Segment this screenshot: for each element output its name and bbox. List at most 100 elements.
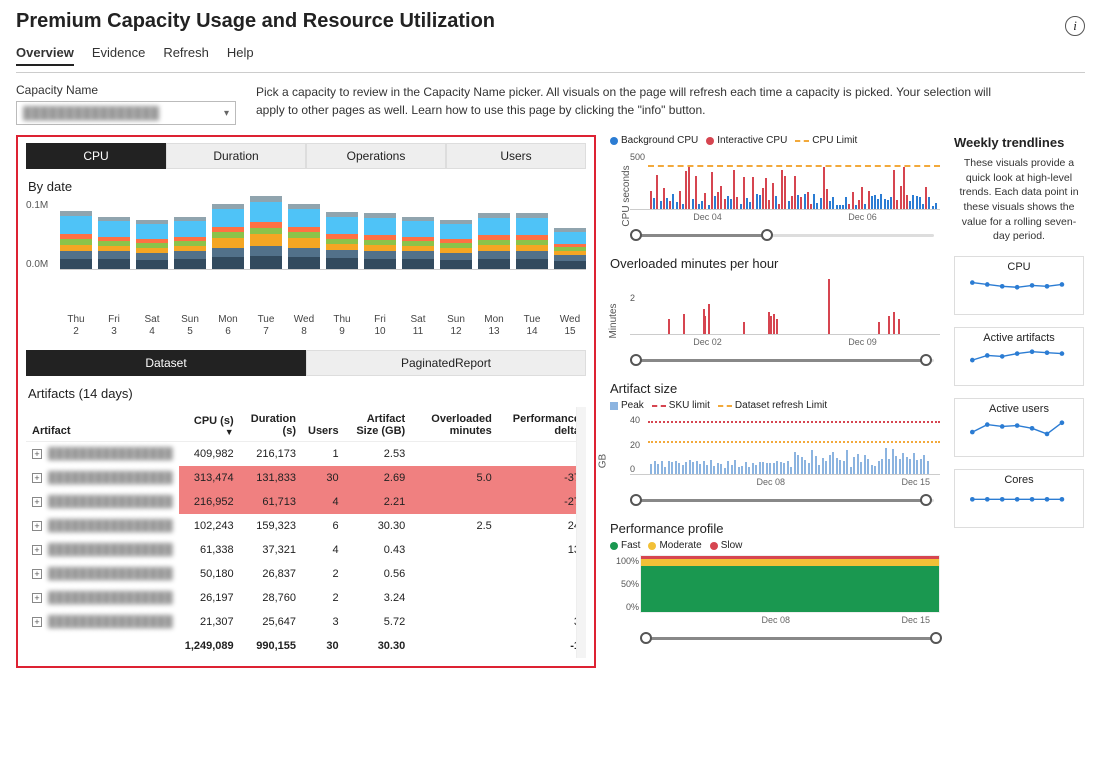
bar xyxy=(250,196,282,269)
table-row[interactable]: +████████████████216,95261,71342.21-27 xyxy=(26,490,586,514)
table-row[interactable]: +████████████████61,33837,32140.4313 xyxy=(26,538,586,562)
tab-help[interactable]: Help xyxy=(227,41,254,66)
cpu-range-slider[interactable] xyxy=(630,228,940,242)
artifact-size-title: Artifact size xyxy=(610,381,940,396)
expand-icon[interactable]: + xyxy=(32,617,42,627)
info-icon[interactable]: i xyxy=(1065,16,1085,36)
col-header[interactable]: Artifact xyxy=(26,409,179,442)
expand-icon[interactable]: + xyxy=(32,497,42,507)
table-row[interactable]: +████████████████313,474131,833302.695.0… xyxy=(26,466,586,490)
metric-tab-operations[interactable]: Operations xyxy=(306,143,446,169)
legend-item: Fast xyxy=(610,540,640,551)
artifact-size-range-slider[interactable] xyxy=(630,493,940,507)
tab-evidence[interactable]: Evidence xyxy=(92,41,145,66)
x-tick: Fri10 xyxy=(364,314,396,338)
bar xyxy=(364,213,396,269)
expand-icon[interactable]: + xyxy=(32,473,42,483)
expand-icon[interactable]: + xyxy=(32,521,42,531)
expand-icon[interactable]: + xyxy=(32,569,42,579)
col-header[interactable]: Overloaded minutes xyxy=(411,409,498,442)
x-tick: Sat11 xyxy=(402,314,434,338)
nav-tabs: Overview Evidence Refresh Help xyxy=(16,41,1085,66)
metric-tab-cpu[interactable]: CPU xyxy=(26,143,166,169)
col-header[interactable]: CPU (s)▼ xyxy=(179,409,240,442)
trendlines-title: Weekly trendlines xyxy=(954,135,1084,150)
bar xyxy=(516,213,548,269)
legend-item: Slow xyxy=(710,540,743,551)
artifact-name: ████████████████ xyxy=(48,520,173,532)
tab-overview[interactable]: Overview xyxy=(16,41,74,66)
legend-item: Dataset refresh Limit xyxy=(718,400,827,411)
slider-thumb[interactable] xyxy=(761,229,773,241)
performance-range-slider[interactable] xyxy=(640,631,940,645)
x-tick: Tue14 xyxy=(516,314,548,338)
bar xyxy=(554,228,586,269)
x-tick: Dec 04 xyxy=(693,212,722,222)
performance-card: Performance profile FastModerateSlow 100… xyxy=(610,521,940,645)
col-header[interactable]: Users xyxy=(302,409,345,442)
trend-card[interactable]: Active artifacts xyxy=(954,327,1084,386)
slider-thumb[interactable] xyxy=(920,354,932,366)
col-header[interactable]: Artifact Size (GB) xyxy=(345,409,412,442)
x-tick: Thu9 xyxy=(326,314,358,338)
bar xyxy=(288,204,320,269)
x-tick: Dec 09 xyxy=(848,337,877,347)
table-total-row: 1,249,089990,1553030.30-1 xyxy=(26,634,586,658)
legend-item: SKU limit xyxy=(652,400,710,411)
performance-title: Performance profile xyxy=(610,521,940,536)
trend-card[interactable]: Active users xyxy=(954,398,1084,457)
scrollbar[interactable] xyxy=(576,407,586,658)
expand-icon[interactable]: + xyxy=(32,593,42,603)
dataset-tab-dataset[interactable]: Dataset xyxy=(26,350,306,376)
metric-tab-users[interactable]: Users xyxy=(446,143,586,169)
y-tick: 40 xyxy=(630,415,640,425)
x-tick: Sun12 xyxy=(440,314,472,338)
overloaded-y-label: Minutes xyxy=(608,303,619,338)
y-tick: 0.1M xyxy=(26,200,48,211)
x-tick: Dec 15 xyxy=(901,477,930,487)
y-tick: 0% xyxy=(611,602,639,612)
col-header[interactable]: Duration (s) xyxy=(240,409,302,442)
metric-tab-duration[interactable]: Duration xyxy=(166,143,306,169)
trend-card[interactable]: Cores xyxy=(954,469,1084,528)
capacity-dropdown[interactable]: ████████████████ ▾ xyxy=(16,101,236,125)
trend-card[interactable]: CPU xyxy=(954,256,1084,315)
table-row[interactable]: +████████████████102,243159,323630.302.5… xyxy=(26,514,586,538)
slider-thumb[interactable] xyxy=(930,632,942,644)
bar xyxy=(60,211,92,269)
slider-thumb[interactable] xyxy=(920,494,932,506)
x-tick: Dec 15 xyxy=(901,615,930,625)
table-row[interactable]: +████████████████21,30725,64735.723 xyxy=(26,610,586,634)
x-tick: Wed8 xyxy=(288,314,320,338)
col-header[interactable]: Performance delta xyxy=(498,409,586,442)
overloaded-range-slider[interactable] xyxy=(630,353,940,367)
trend-label: Active artifacts xyxy=(961,332,1077,344)
trend-label: Cores xyxy=(961,474,1077,486)
highlighted-panel: CPUDurationOperationsUsers By date 0.1M … xyxy=(16,135,596,668)
table-row[interactable]: +████████████████50,18026,83720.56 xyxy=(26,562,586,586)
table-row[interactable]: +████████████████26,19728,76023.24 xyxy=(26,586,586,610)
table-row[interactable]: +████████████████409,982216,17312.53 xyxy=(26,442,586,467)
dataset-tab-paginatedreport[interactable]: PaginatedReport xyxy=(306,350,586,376)
bar xyxy=(402,217,434,269)
bar xyxy=(98,217,130,269)
trend-label: CPU xyxy=(961,261,1077,273)
y-tick: 100% xyxy=(611,556,639,566)
artifact-size-card: Artifact size PeakSKU limitDataset refre… xyxy=(610,381,940,507)
y-tick: 0.0M xyxy=(26,259,48,270)
slider-thumb[interactable] xyxy=(640,632,652,644)
slider-thumb[interactable] xyxy=(630,354,642,366)
y-tick: 20 xyxy=(630,440,640,450)
bar xyxy=(478,213,510,269)
x-tick: Dec 06 xyxy=(848,212,877,222)
slider-thumb[interactable] xyxy=(630,494,642,506)
slider-thumb[interactable] xyxy=(630,229,642,241)
expand-icon[interactable]: + xyxy=(32,449,42,459)
cpu-usage-card: Background CPUInteractive CPUCPU Limit C… xyxy=(610,135,940,242)
artifact-size-y-label: GB xyxy=(598,454,609,468)
tab-refresh[interactable]: Refresh xyxy=(163,41,209,66)
x-tick: Thu2 xyxy=(60,314,92,338)
divider xyxy=(16,72,1085,73)
expand-icon[interactable]: + xyxy=(32,545,42,555)
bar xyxy=(326,212,358,269)
